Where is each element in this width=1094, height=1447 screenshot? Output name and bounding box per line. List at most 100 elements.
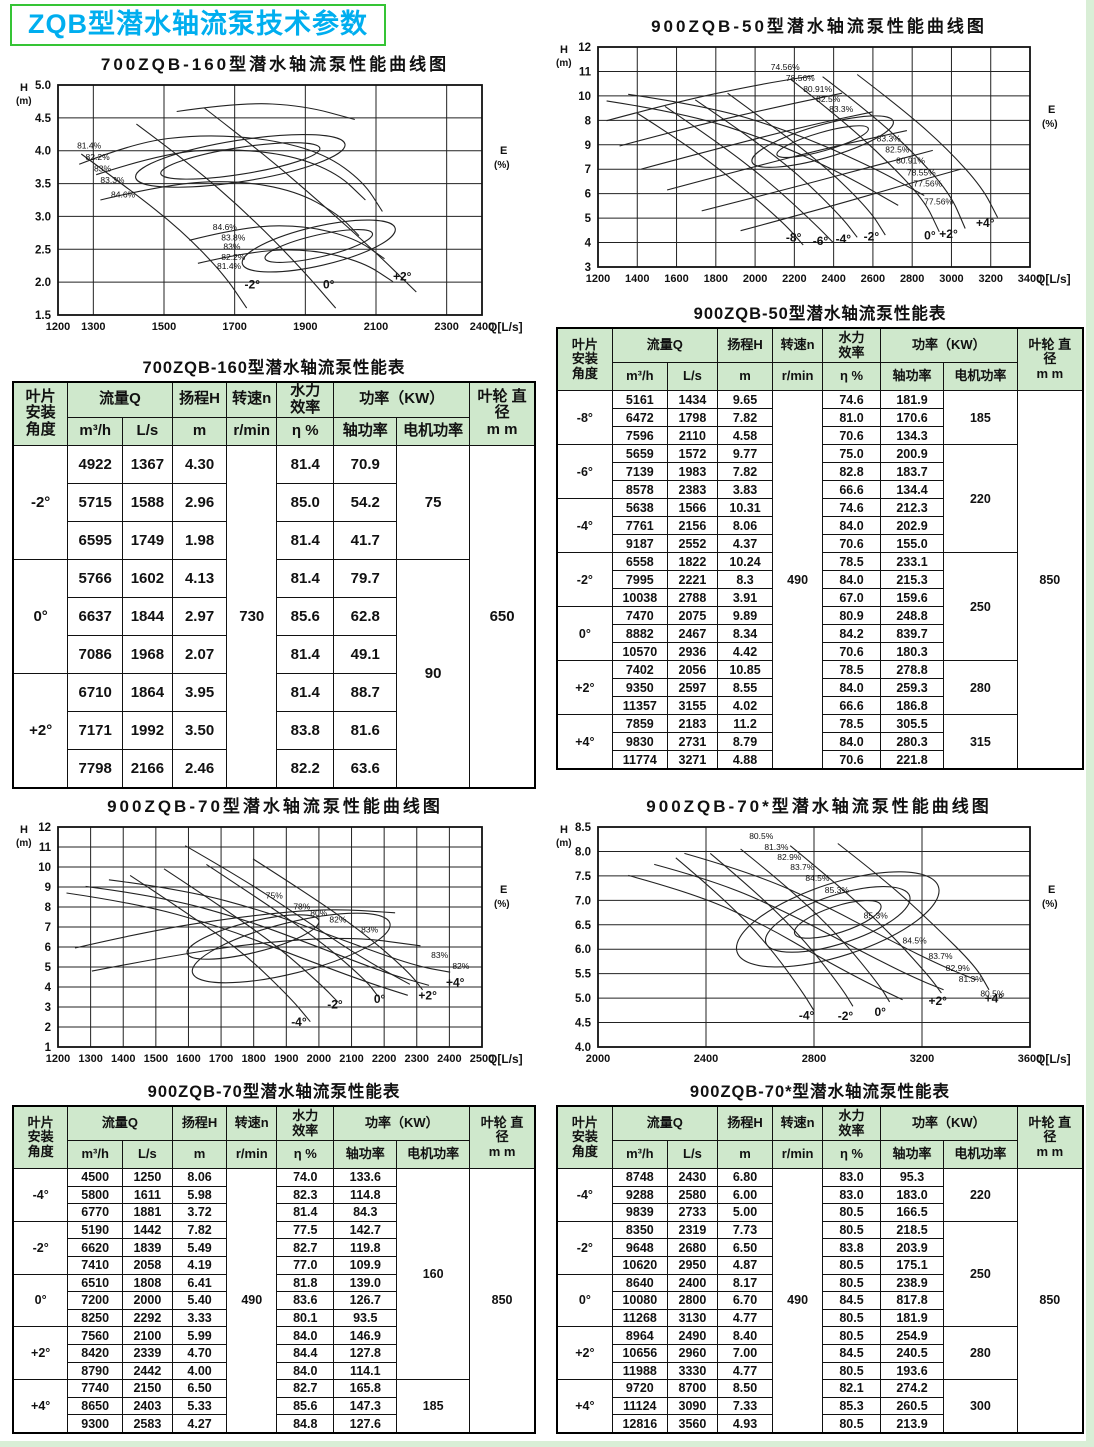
table-row: 10038 2788 3.91 67.0 159.6 — [557, 588, 1083, 607]
cell-blade-angle: +4° — [12, 1379, 69, 1434]
header-flow: 流量Q — [67, 381, 173, 418]
cell-speed: 490 — [772, 390, 824, 770]
header-blade-angle: 叶片 安装 角度 — [556, 1105, 613, 1169]
svg-text:E: E — [500, 884, 507, 896]
cell-flow-m3h: 7995 — [611, 570, 668, 589]
header-flow: 流量Q — [611, 1105, 718, 1141]
cell-shaft-power: 248.8 — [879, 606, 945, 625]
header-shaft-power: 轴功率 — [879, 1140, 945, 1169]
cell-flow-m3h: 9300 — [67, 1414, 124, 1434]
svg-text:-4°: -4° — [291, 1015, 307, 1029]
cell-flow-m3h: 5715 — [67, 482, 124, 522]
svg-text:9: 9 — [45, 882, 51, 894]
cell-shaft-power: 81.6 — [333, 710, 398, 750]
header-speed-rmin: r/min — [772, 1140, 824, 1169]
cell-eta: 81.4 — [276, 520, 335, 560]
cell-eta: 66.6 — [822, 696, 881, 715]
cell-head-m: 4.27 — [171, 1414, 228, 1434]
svg-text:78.56%: 78.56% — [786, 73, 815, 83]
cell-head-m: 5.40 — [171, 1291, 228, 1310]
cell-eta: 85.6 — [276, 596, 335, 636]
cell-shaft-power: 70.9 — [333, 444, 398, 484]
svg-text:H: H — [560, 824, 568, 836]
svg-text:1200: 1200 — [46, 1053, 70, 1065]
cell-shaft-power: 139.0 — [333, 1273, 398, 1293]
cell-shaft-power: 119.8 — [333, 1238, 398, 1257]
cell-eta: 80.5 — [822, 1361, 881, 1381]
cell-shaft-power: 215.3 — [879, 570, 945, 589]
cell-flow-ls: 1749 — [122, 520, 173, 560]
table-row: 0° 8640 2400 8.17 80.5 238.9 — [556, 1273, 1083, 1328]
svg-text:(m): (m) — [16, 96, 32, 107]
svg-text:2100: 2100 — [364, 321, 388, 333]
cell-head-m: 4.02 — [716, 696, 774, 715]
cell-flow-ls: 1844 — [122, 596, 173, 636]
cell-flow-m3h: 7798 — [67, 748, 124, 789]
chart-block-900zqb-70: 900ZQB-70型潜水轴流泵性能曲线图 1200 1300 1400 1500 160… — [12, 792, 538, 1075]
header-impeller-diameter: 叶轮 直 径 m m — [469, 381, 536, 446]
header-speed: 转速n — [226, 381, 278, 418]
header-head: 扬程H — [171, 381, 228, 418]
cell-eta: 77.5 — [276, 1220, 335, 1240]
cell-head-m: 3.33 — [171, 1308, 228, 1328]
cell-blade-angle: +4° — [556, 1379, 613, 1434]
cell-flow-ls: 2339 — [122, 1343, 173, 1363]
svg-text:2.5: 2.5 — [35, 244, 52, 256]
cell-flow-ls: 2733 — [666, 1203, 718, 1222]
table-row: +2° 7560 2100 5.99 84.0 146.9 — [12, 1326, 535, 1381]
cell-blade-angle: 0° — [556, 606, 613, 661]
cell-eta: 80.1 — [276, 1308, 335, 1328]
header-head-m: m — [716, 362, 774, 391]
svg-text:5: 5 — [585, 213, 592, 225]
cell-flow-ls: 1572 — [666, 444, 718, 463]
cell-eta: 84.0 — [822, 516, 881, 535]
cell-head-m: 2.97 — [171, 596, 228, 636]
svg-text:84.6%: 84.6% — [111, 190, 136, 200]
svg-text:85.3%: 85.3% — [864, 910, 889, 920]
svg-text:1500: 1500 — [144, 1053, 168, 1065]
cell-eta: 81.4 — [276, 672, 335, 712]
svg-text:1400: 1400 — [625, 273, 649, 285]
svg-text:5.0: 5.0 — [575, 993, 591, 1005]
cell-eta: 80.5 — [822, 1308, 881, 1328]
header-power: 功率（KW） — [879, 1105, 1018, 1141]
cell-head-m: 5.98 — [171, 1185, 228, 1205]
svg-text:3200: 3200 — [978, 273, 1002, 285]
svg-text:80.5%: 80.5% — [980, 988, 1005, 998]
cell-flow-m3h: 8420 — [67, 1343, 124, 1363]
svg-text:3400: 3400 — [1018, 273, 1042, 285]
cell-blade-angle: +2° — [556, 1326, 613, 1381]
cell-flow-ls: 2075 — [666, 606, 718, 625]
table-row: -2° 8350 2319 7.73 80.5 218.5 250 — [556, 1220, 1083, 1328]
svg-text:2600: 2600 — [861, 273, 885, 285]
cell-head-m: 5.33 — [171, 1396, 228, 1416]
cell-flow-ls: 2000 — [122, 1291, 173, 1310]
header-impeller-diameter: 叶轮 直 径 m m — [469, 1105, 536, 1169]
performance-table-900zqb-70star: 叶片 安装 角度 流量Q 扬程H 转速n 水力 效率 功率（KW） 叶轮 直 径 m m m³… — [556, 1105, 1084, 1434]
table-row: 9300 2583 4.27 84.8 127.6 — [13, 1414, 535, 1434]
cell-eta: 85.6 — [276, 1396, 335, 1416]
svg-text:74.56%: 74.56% — [771, 62, 800, 72]
svg-text:1300: 1300 — [81, 321, 105, 333]
cell-shaft-power: 305.5 — [879, 714, 945, 733]
chart-canvas-900zqb-70star: 2000 2400 2800 3200 3600 8.5 8.0 7.5 7.0 6.5 6.0 5.… — [552, 817, 1086, 1075]
cell-blade-angle: -2° — [556, 552, 613, 607]
table-row: -4° 4500 1250 8.06 490 74.0 133.6 160 850 — [12, 1167, 536, 1434]
cell-eta: 66.6 — [822, 480, 881, 499]
cell-speed: 490 — [772, 1167, 824, 1434]
cell-eta: 81.0 — [822, 408, 881, 427]
svg-text:3000: 3000 — [939, 273, 963, 285]
cell-shaft-power: 134.3 — [879, 426, 945, 445]
header-power: 功率（KW） — [333, 381, 471, 418]
cell-eta: 74.6 — [822, 498, 881, 517]
svg-text:E: E — [1048, 884, 1055, 896]
cell-shaft-power: 63.6 — [333, 748, 398, 789]
cell-eta: 67.0 — [822, 588, 881, 607]
header-speed-rmin: r/min — [226, 416, 278, 446]
svg-text:6: 6 — [585, 189, 591, 201]
svg-text:-2°: -2° — [838, 1009, 854, 1023]
svg-text:82.9%: 82.9% — [777, 852, 802, 862]
svg-text:85.3%: 85.3% — [825, 885, 850, 895]
svg-text:3: 3 — [45, 1002, 51, 1014]
svg-text:-4°: -4° — [836, 232, 852, 246]
